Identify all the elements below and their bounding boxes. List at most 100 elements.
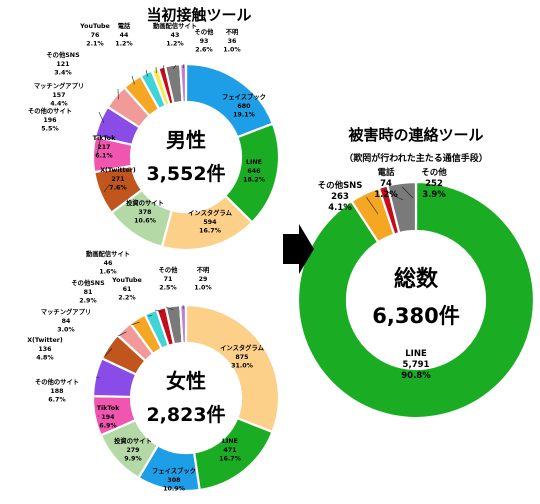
female-slice-3-label-pct: 9.9%	[124, 456, 142, 463]
female-slice-2-label-count: 308	[167, 477, 180, 484]
total-slice-2-label-name: 電話	[377, 167, 395, 178]
female-slice-6-label-pct: 4.8%	[36, 355, 54, 362]
total-slice-0-label-name: LINE	[405, 349, 427, 359]
right-subtitle: （欺罔が行われた主たる通信手段）	[344, 152, 488, 164]
right-title: 被害時の連絡ツール	[348, 126, 483, 144]
male-slice-8-label-pct: 3.4%	[54, 70, 72, 77]
male-slice-4-label-name: X(Twitter)	[100, 167, 136, 174]
female-slice-4-label-pct: 6.9%	[99, 423, 117, 430]
female-total-label: 2,823件	[146, 403, 225, 426]
female-slice-2-label-name: フェイスブック	[152, 466, 196, 475]
male-slice-1-label-name: LINE	[246, 159, 262, 166]
total-total-label: 6,380件	[372, 304, 459, 328]
male-slice-10-label-pct: 1.2%	[115, 41, 133, 48]
female-slice-1	[194, 418, 272, 490]
female-slice-7-label-pct: 3.0%	[57, 327, 75, 334]
total-center-label: 総数	[394, 266, 439, 292]
male-slice-1-label-pct: 18.2%	[243, 177, 266, 184]
female-slice-3-label-count: 279	[126, 447, 139, 454]
female-slice-7-label-count: 84	[62, 318, 71, 325]
female-slice-9-label-count: 61	[123, 286, 132, 293]
male-slice-12-label-count: 93	[200, 38, 209, 45]
female-slice-2-label-pct: 10.9%	[163, 486, 186, 493]
female-slice-8-label-pct: 2.9%	[79, 298, 97, 305]
male-slice-5-label-pct: 6.1%	[95, 153, 113, 160]
female-slice-10-label-count: 46	[104, 260, 113, 267]
left-title: 当初接触ツール	[146, 6, 251, 24]
male-slice-3-label-count: 378	[138, 209, 151, 216]
male-slice-12-label-name: その他	[195, 27, 215, 36]
female-slice-8-label-name: その他SNS	[71, 278, 105, 287]
female-slice-11-label-pct: 2.5%	[159, 285, 177, 292]
female-slice-7-label-name: マッチングアプリ	[41, 307, 91, 316]
total-slice-2-label-count: 74	[380, 179, 392, 189]
female-slice-4-label-count: 194	[101, 414, 115, 421]
female-slice-4-label-name: TikTok	[97, 405, 120, 412]
male-slice-1-label-count: 646	[247, 168, 261, 175]
male-center-label: 男性	[166, 128, 206, 152]
female-slice-1-label-name: LINE	[222, 438, 238, 445]
total-slice-0-label-pct: 90.8%	[401, 371, 431, 381]
male-slice-4-label-count: 271	[111, 176, 124, 183]
male-slice-9-label-name: YouTube	[79, 23, 110, 30]
male-slice-9-label-pct: 2.1%	[86, 41, 104, 48]
male-slice-6-label-pct: 5.5%	[41, 126, 59, 133]
female-slice-12-label-name: 不明	[197, 265, 210, 274]
total-slice-2-label-pct: 1.2%	[374, 190, 398, 200]
female-slice-0-label-count: 875	[235, 354, 248, 361]
male-slice-12-label-pct: 2.6%	[195, 47, 213, 54]
male-slice-0-label-name: フェイスブック	[222, 92, 266, 101]
male-slice-11-label-pct: 1.2%	[166, 41, 184, 48]
male-slice-2-label-count: 594	[203, 219, 217, 226]
female-slice-0-label-name: インスタグラム	[220, 343, 264, 352]
female-center-label: 女性	[166, 369, 206, 393]
male-slice-4-label-pct: 7.6%	[109, 185, 127, 192]
male-slice-13-label-name: 不明	[226, 27, 239, 36]
female-slice-5-label-pct: 6.7%	[48, 397, 66, 404]
male-slice-5-label-count: 217	[97, 144, 110, 151]
male-slice-8-label-count: 121	[56, 61, 69, 68]
female-slice-10-label-name: 動画配信サイト	[86, 249, 130, 258]
male-slice-9-label-count: 76	[91, 32, 100, 39]
female-slice-5-label-count: 188	[50, 388, 63, 395]
female-slice-11-label-name: その他	[159, 265, 179, 274]
total-slice-3-label-name: その他	[421, 167, 447, 178]
male-slice-8-label-name: その他SNS	[46, 50, 80, 59]
male-slice-0-label-pct: 19.1%	[233, 112, 256, 119]
female-slice-0-label-pct: 31.0%	[231, 363, 254, 370]
male-slice-13-label-pct: 1.0%	[223, 47, 241, 54]
male-slice-10-label-name: 電話	[118, 21, 131, 30]
female-slice-1-label-pct: 16.7%	[219, 456, 242, 463]
female-slice-9-label-pct: 2.2%	[118, 295, 136, 302]
total-slice-1-label-name: その他SNS	[318, 180, 363, 191]
total-slice-3-label-pct: 3.9%	[422, 190, 446, 200]
female-slice-12-label-pct: 1.0%	[194, 285, 212, 292]
female-slice-9-label-name: YouTube	[111, 277, 142, 284]
male-slice-13-label-count: 36	[228, 38, 237, 45]
total-slice-0-label-count: 5,791	[403, 360, 430, 370]
male-slice-7-label-name: マッチングアプリ	[34, 81, 84, 90]
female-slice-12-label-count: 29	[199, 276, 208, 283]
male-slice-3-label-name: 投資のサイト	[126, 198, 164, 207]
female-slice-8-label-count: 81	[84, 289, 93, 296]
male-slice-11-label-name: 動画配信サイト	[153, 21, 197, 30]
male-slice-7-label-pct: 4.4%	[50, 101, 68, 108]
female-slice-11-label-count: 71	[164, 276, 173, 283]
female-slice-5-label-name: その他のサイト	[35, 377, 79, 386]
male-slice-7-label-count: 157	[52, 92, 65, 99]
female-slice-6-label-count: 136	[38, 346, 52, 353]
male-slice-11-label-count: 43	[171, 32, 180, 39]
male-slice-2-label-name: インスタグラム	[188, 208, 232, 217]
female-slice-6-label-name: X(Twitter)	[27, 337, 63, 344]
total-slice-3-label-count: 252	[425, 179, 443, 189]
female-slice-10-label-pct: 1.6%	[99, 269, 117, 276]
male-total-label: 3,552件	[146, 162, 225, 185]
male-slice-0-label-count: 680	[237, 103, 251, 110]
male-slice-10-label-count: 44	[120, 32, 129, 39]
total-slice-1-label-count: 263	[331, 192, 349, 202]
male-slice-5-label-name: TikTok	[93, 135, 116, 142]
female-slice-3-label-name: 投資のサイト	[114, 436, 152, 445]
total-slice-1-label-pct: 4.1%	[328, 203, 352, 213]
